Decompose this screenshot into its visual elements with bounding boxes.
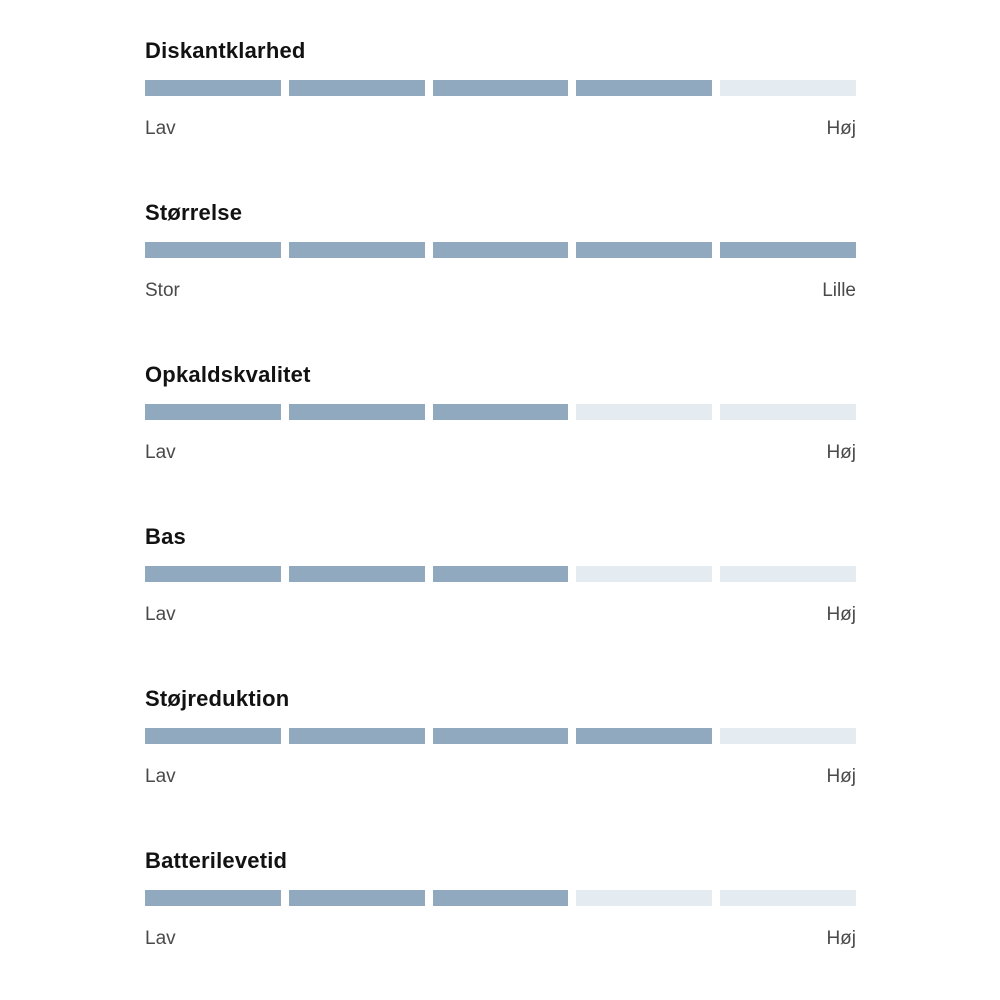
rating-bar [145, 80, 856, 96]
ratings-list: Diskantklarhed Lav Høj Størrelse Stor Li… [145, 38, 856, 1000]
rating-max-label: Høj [826, 604, 856, 625]
rating-row: Støjreduktion Lav Høj [145, 686, 856, 788]
rating-row: Bas Lav Høj [145, 524, 856, 626]
rating-segment-filled [576, 80, 713, 96]
rating-segment-empty [720, 566, 856, 582]
rating-segment-filled [145, 890, 281, 906]
rating-bar [145, 242, 856, 258]
rating-segment-filled [576, 728, 713, 744]
rating-max-label: Høj [826, 928, 856, 949]
rating-bar [145, 404, 856, 420]
rating-title: Støjreduktion [145, 686, 290, 711]
rating-row: Størrelse Stor Lille [145, 200, 856, 302]
rating-min-label: Lav [145, 118, 176, 139]
rating-bar [145, 890, 856, 906]
rating-segment-filled [432, 728, 569, 744]
rating-scale: Stor Lille [145, 280, 856, 302]
rating-segment-filled [432, 80, 569, 96]
rating-segment-filled [432, 404, 569, 420]
rating-segment-filled [432, 242, 569, 258]
rating-max-label: Høj [826, 442, 856, 463]
rating-max-label: Høj [826, 766, 856, 787]
rating-segment-filled [288, 890, 425, 906]
rating-bar [145, 728, 856, 744]
rating-segment-filled [432, 890, 569, 906]
rating-segment-filled [145, 566, 281, 582]
rating-segment-empty [576, 890, 713, 906]
rating-segment-filled [288, 404, 425, 420]
rating-segment-filled [145, 80, 281, 96]
rating-min-label: Lav [145, 928, 176, 949]
rating-min-label: Lav [145, 442, 176, 463]
rating-title: Opkaldskvalitet [145, 362, 311, 387]
rating-segment-filled [288, 80, 425, 96]
rating-segment-filled [288, 242, 425, 258]
rating-bar [145, 566, 856, 582]
rating-title: Batterilevetid [145, 848, 288, 873]
rating-segment-filled [288, 566, 425, 582]
rating-min-label: Lav [145, 604, 176, 625]
rating-scale: Lav Høj [145, 604, 856, 626]
rating-segment-empty [720, 404, 856, 420]
rating-segment-filled [432, 566, 569, 582]
rating-min-label: Lav [145, 766, 176, 787]
rating-scale: Lav Høj [145, 766, 856, 788]
rating-max-label: Høj [826, 118, 856, 139]
rating-row: Diskantklarhed Lav Høj [145, 38, 856, 140]
rating-segment-filled [288, 728, 425, 744]
rating-title: Størrelse [145, 200, 243, 225]
rating-scale: Lav Høj [145, 928, 856, 950]
rating-segment-filled [720, 242, 856, 258]
rating-scale: Lav Høj [145, 442, 856, 464]
rating-segment-empty [720, 890, 856, 906]
rating-segment-filled [145, 242, 281, 258]
rating-segment-filled [145, 404, 281, 420]
rating-row: Opkaldskvalitet Lav Høj [145, 362, 856, 464]
rating-segment-empty [720, 728, 856, 744]
rating-segment-filled [576, 242, 713, 258]
rating-title: Bas [145, 524, 186, 549]
rating-max-label: Lille [822, 280, 856, 301]
rating-scale: Lav Høj [145, 118, 856, 140]
rating-min-label: Stor [145, 280, 180, 301]
rating-segment-empty [720, 80, 856, 96]
rating-segment-empty [576, 404, 713, 420]
rating-segment-filled [145, 728, 281, 744]
rating-row: Batterilevetid Lav Høj [145, 848, 856, 950]
rating-title: Diskantklarhed [145, 38, 306, 63]
rating-segment-empty [576, 566, 713, 582]
